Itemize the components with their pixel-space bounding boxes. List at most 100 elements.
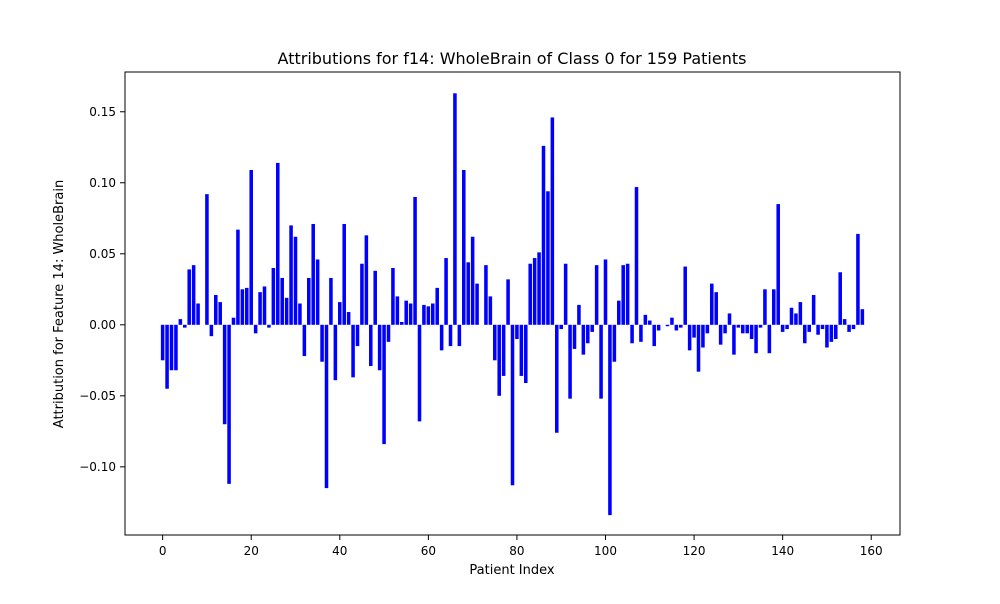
bar: [223, 325, 227, 424]
bar: [241, 289, 245, 325]
bar: [471, 237, 475, 325]
bar: [564, 264, 568, 325]
bar: [249, 170, 253, 325]
bar: [444, 258, 448, 325]
bar: [418, 325, 422, 422]
bar: [280, 278, 284, 325]
bar: [325, 325, 329, 488]
bar: [506, 279, 510, 324]
bar: [520, 325, 524, 376]
y-axis-label: Attribution for Feature 14: WholeBrain: [52, 180, 67, 428]
x-tick-label: 160: [860, 544, 883, 558]
bar: [688, 325, 692, 351]
bar: [396, 296, 400, 324]
bar: [475, 284, 479, 325]
y-tick-label: 0.00: [89, 318, 116, 332]
bar: [316, 259, 320, 324]
y-tick-label: −0.05: [79, 389, 116, 403]
bar: [422, 305, 426, 325]
bar: [502, 325, 506, 376]
bar: [183, 325, 187, 328]
bar: [484, 265, 488, 325]
bar: [369, 325, 373, 366]
bar: [431, 304, 435, 325]
bar: [559, 325, 563, 329]
bar: [232, 318, 236, 325]
bar: [218, 302, 222, 325]
bar: [710, 284, 714, 325]
bar: [555, 325, 559, 433]
bar: [276, 163, 280, 325]
bar: [728, 313, 732, 324]
bar: [714, 292, 718, 325]
bar: [719, 325, 723, 345]
bar: [329, 278, 333, 325]
bar: [639, 325, 643, 342]
bar: [387, 325, 391, 342]
bar: [542, 146, 546, 325]
x-tick-label: 0: [159, 544, 167, 558]
bar: [356, 325, 360, 346]
bar: [404, 301, 408, 325]
bar: [307, 278, 311, 325]
bar: [409, 304, 413, 325]
bar: [776, 204, 780, 325]
bar: [294, 237, 298, 325]
bar: [413, 197, 417, 325]
bar: [303, 325, 307, 356]
bar: [245, 288, 249, 325]
bar: [799, 302, 803, 325]
bar: [351, 325, 355, 378]
bar: [360, 264, 364, 325]
bar: [551, 117, 555, 324]
bar: [338, 302, 342, 325]
bar: [599, 325, 603, 399]
bar: [816, 325, 820, 335]
bar: [759, 325, 763, 328]
bar: [843, 319, 847, 325]
bar: [192, 265, 196, 325]
bar: [205, 194, 209, 325]
bar: [830, 325, 834, 342]
bar: [741, 325, 745, 334]
bar: [258, 292, 262, 325]
bar: [161, 325, 165, 361]
bar: [289, 225, 293, 324]
bar: [768, 325, 772, 353]
bar: [577, 305, 581, 325]
bar: [706, 325, 710, 334]
bar: [573, 325, 577, 349]
bar: [754, 325, 758, 353]
bar: [568, 325, 572, 399]
x-tick-label: 60: [421, 544, 436, 558]
bar: [745, 325, 749, 334]
bar: [648, 321, 652, 325]
bar: [285, 298, 289, 325]
bar: [170, 325, 174, 370]
bar: [462, 170, 466, 325]
bar: [683, 267, 687, 325]
bar: [320, 325, 324, 362]
bar: [272, 268, 276, 325]
bar: [604, 259, 608, 324]
bar: [630, 325, 634, 343]
bar: [807, 325, 811, 332]
bar: [440, 325, 444, 351]
bar: [458, 325, 462, 346]
bar: [723, 325, 727, 334]
bar: [657, 325, 661, 331]
bar: [511, 325, 515, 485]
bar: [311, 224, 315, 325]
bar: [595, 265, 599, 325]
bar: [254, 325, 258, 334]
bar: [750, 325, 754, 339]
bar: [187, 269, 191, 324]
bar: [590, 325, 594, 332]
bar: [852, 325, 856, 329]
bar: [342, 224, 346, 325]
bar: [790, 308, 794, 325]
bar: [763, 289, 767, 325]
bar: [794, 313, 798, 324]
bar: [613, 325, 617, 362]
bar: [825, 325, 829, 348]
